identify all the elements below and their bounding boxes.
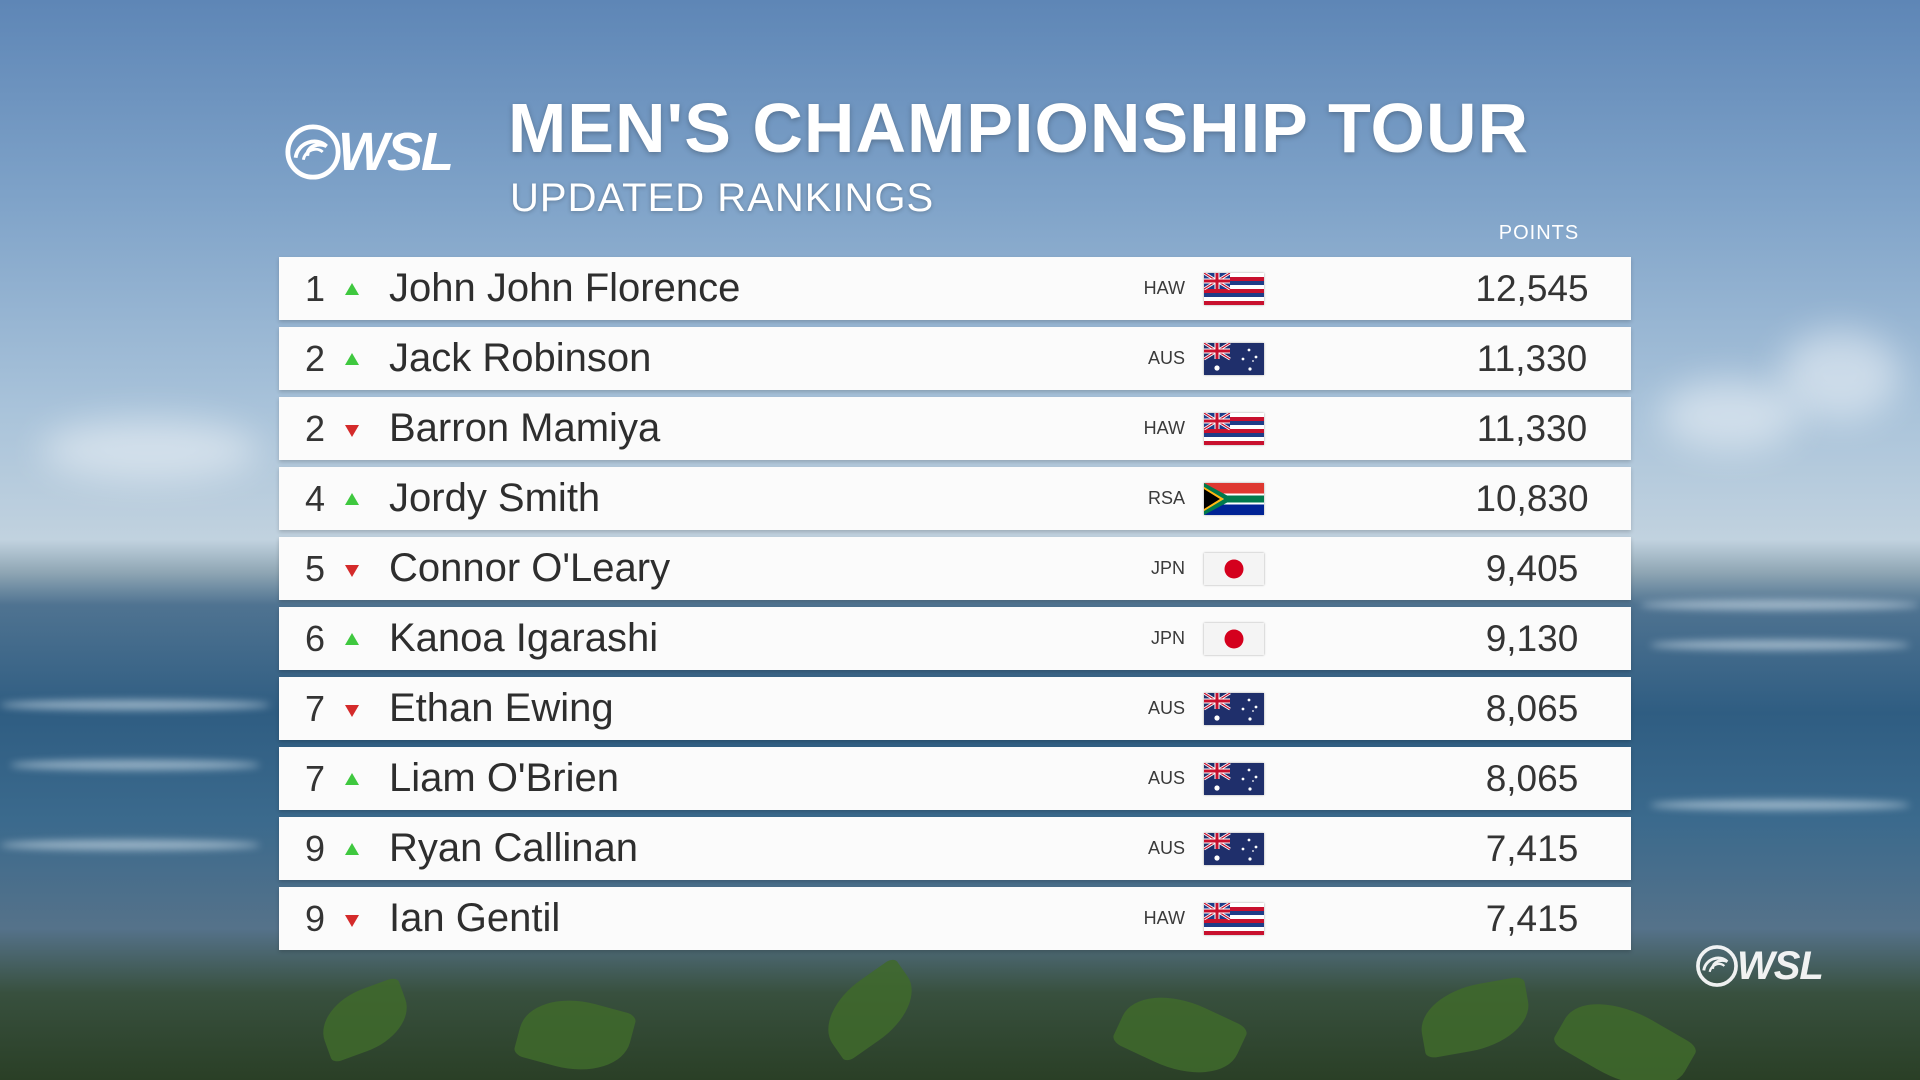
points-value: 11,330	[1476, 338, 1588, 379]
ranking-row: 2 Jack Robinson AUS 11,330	[279, 327, 1631, 390]
foliage-leaf	[1551, 982, 1699, 1080]
country-code: HAW	[1143, 908, 1185, 928]
arrow-up-icon	[345, 773, 359, 785]
arrow-down-icon	[345, 565, 359, 577]
arrow-up-icon	[345, 633, 359, 645]
ranking-row: 5 Connor O'Leary JPN 9,405	[279, 537, 1631, 600]
surfer-name: Kanoa Igarashi	[389, 616, 659, 660]
arrow-down-icon	[345, 425, 359, 437]
surfer-name: Ian Gentil	[389, 896, 561, 940]
wsl-watermark: WSL	[1695, 942, 1824, 990]
rank-number: 1	[304, 268, 326, 309]
wave-foam	[10, 760, 260, 770]
surfer-name: Ryan Callinan	[389, 826, 639, 870]
arrow-up-icon	[345, 493, 359, 505]
surfer-name: Barron Mamiya	[389, 406, 661, 450]
foliage-leaf	[811, 956, 929, 1064]
rank-number: 5	[304, 548, 326, 589]
wave-logo-icon	[285, 124, 341, 180]
points-value: 9,405	[1485, 548, 1579, 589]
australia-flag	[1204, 693, 1264, 725]
points-value: 8,065	[1485, 688, 1579, 729]
surfer-name: Jack Robinson	[389, 336, 652, 380]
wave-foam	[0, 840, 260, 850]
rank-number: 9	[304, 898, 326, 939]
rank-number: 2	[304, 338, 326, 379]
wave-foam	[1650, 640, 1910, 650]
arrow-up-icon	[345, 283, 359, 295]
cloud	[40, 420, 260, 480]
hawaii-flag	[1204, 273, 1264, 305]
wave-foam	[1650, 800, 1910, 810]
foliage-leaf	[512, 986, 638, 1080]
rank-number: 9	[304, 828, 326, 869]
points-value: 12,545	[1475, 268, 1589, 309]
rank-number: 7	[304, 758, 326, 799]
surfer-name: Liam O'Brien	[389, 756, 619, 800]
ranking-row: 7 Liam O'Brien AUS 8,065	[279, 747, 1631, 810]
rank-number: 7	[304, 688, 326, 729]
page-subtitle: UPDATED RANKINGS	[510, 176, 935, 220]
points-value: 7,415	[1485, 898, 1579, 939]
japan-flag	[1204, 623, 1264, 655]
country-code: AUS	[1147, 348, 1185, 368]
surfer-name: Jordy Smith	[389, 476, 601, 520]
rank-number: 6	[304, 618, 326, 659]
page-title: MEN'S CHAMPIONSHIP TOUR	[508, 89, 1530, 167]
ranking-row: 2 Barron Mamiya HAW 11,330	[279, 397, 1631, 460]
foliage-leaf	[312, 976, 418, 1064]
country-code: JPN	[1150, 558, 1185, 578]
country-code: HAW	[1143, 418, 1185, 438]
arrow-up-icon	[345, 843, 359, 855]
rank-number: 4	[304, 478, 326, 519]
rank-number: 2	[304, 408, 326, 449]
australia-flag	[1204, 763, 1264, 795]
australia-flag	[1204, 833, 1264, 865]
surfer-name: Ethan Ewing	[389, 686, 614, 730]
south-africa-flag	[1204, 483, 1264, 515]
country-code: JPN	[1150, 628, 1185, 648]
ranking-row: 9 Ian Gentil HAW 7,415	[279, 887, 1631, 950]
points-value: 8,065	[1485, 758, 1579, 799]
wave-logo-icon	[1696, 945, 1738, 987]
arrow-down-icon	[345, 705, 359, 717]
country-code: RSA	[1147, 488, 1185, 508]
ranking-row: 9 Ryan Callinan AUS 7,415	[279, 817, 1631, 880]
foliage-leaf	[1415, 975, 1535, 1060]
ranking-row: 6 Kanoa Igarashi JPN 9,130	[279, 607, 1631, 670]
arrow-up-icon	[345, 353, 359, 365]
foliage-leaf	[1110, 977, 1250, 1080]
hawaii-flag	[1204, 903, 1264, 935]
points-value: 9,130	[1485, 618, 1579, 659]
wsl-wordmark: WSL	[338, 122, 454, 182]
hawaii-flag	[1204, 413, 1264, 445]
ranking-row: 1 John John Florence HAW 12,545	[279, 257, 1631, 320]
rankings-table: 1 John John Florence HAW 12,545 2 Jack Robins…	[279, 257, 1631, 957]
arrow-down-icon	[345, 915, 359, 927]
country-code: AUS	[1147, 838, 1185, 858]
surfer-name: Connor O'Leary	[389, 546, 671, 590]
country-code: HAW	[1143, 278, 1185, 298]
cloud	[1660, 380, 1800, 450]
cloud	[1780, 330, 1900, 420]
ranking-row: 4 Jordy Smith RSA 10,830	[279, 467, 1631, 530]
wave-foam	[1640, 600, 1920, 610]
japan-flag	[1204, 553, 1264, 585]
points-column-header: POINTS	[1498, 222, 1580, 244]
surfer-name: John John Florence	[389, 266, 741, 310]
wsl-logo: WSL	[284, 118, 476, 186]
country-code: AUS	[1147, 768, 1185, 788]
wsl-wordmark: WSL	[1737, 943, 1824, 988]
points-value: 7,415	[1485, 828, 1579, 869]
points-value: 10,830	[1475, 478, 1589, 519]
points-value: 11,330	[1476, 408, 1588, 449]
ranking-row: 7 Ethan Ewing AUS 8,065	[279, 677, 1631, 740]
wave-foam	[0, 700, 270, 710]
country-code: AUS	[1147, 698, 1185, 718]
australia-flag	[1204, 343, 1264, 375]
